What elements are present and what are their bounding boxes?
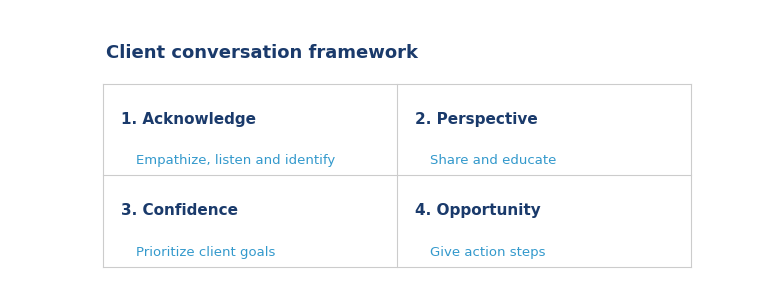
Text: 3. Confidence: 3. Confidence xyxy=(121,203,238,218)
Text: Give action steps: Give action steps xyxy=(430,246,545,259)
Text: 1. Acknowledge: 1. Acknowledge xyxy=(121,112,255,127)
Text: 4. Opportunity: 4. Opportunity xyxy=(415,203,540,218)
Text: Client conversation framework: Client conversation framework xyxy=(106,44,418,62)
Text: Share and educate: Share and educate xyxy=(430,154,556,167)
Text: 2. Perspective: 2. Perspective xyxy=(415,112,537,127)
Text: Empathize, listen and identify: Empathize, listen and identify xyxy=(135,154,335,167)
Text: Prioritize client goals: Prioritize client goals xyxy=(135,246,275,259)
